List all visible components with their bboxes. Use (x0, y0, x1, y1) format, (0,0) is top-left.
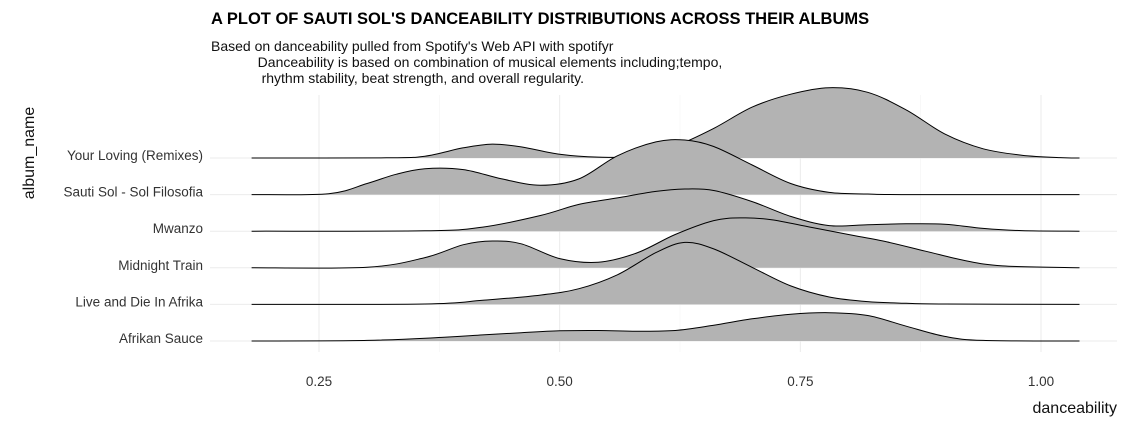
ridge-live-and-die-in-afrika (251, 241, 1080, 305)
x-tick-label: 0.75 (787, 374, 813, 389)
ridge-line-sauti-sol-sol-filosofia (251, 139, 1080, 196)
y-tick-label: Your Loving (Remixes) (67, 148, 203, 163)
y-tick-labels: Afrikan Sauce Live and Die In Afrika Midni… (63, 148, 203, 346)
x-tick-label: 0.25 (306, 374, 332, 389)
chart-title: A PLOT OF SAUTI SOL'S DANCEABILITY DISTR… (211, 10, 870, 28)
ridge-mwanzo (251, 188, 1080, 232)
ridge-area-midnight-train (251, 217, 1080, 269)
ridge-line-afrikan-sauce (251, 312, 1080, 342)
ridge-line-live-and-die-in-afrika (251, 241, 1080, 305)
ridge-line-mwanzo (251, 188, 1080, 232)
x-axis-title: danceability (1033, 400, 1118, 417)
ridge-area-afrikan-sauce (251, 312, 1080, 341)
y-tick-label: Afrikan Sauce (119, 331, 203, 346)
ridge-area-mwanzo (251, 188, 1080, 232)
y-axis-title: album_name (21, 107, 38, 200)
x-tick-labels: 0.25 0.50 0.75 1.00 (306, 374, 1054, 389)
x-tick-label: 1.00 (1028, 374, 1054, 389)
ridge-area-live-and-die-in-afrika (251, 242, 1080, 305)
x-tick-label: 0.50 (547, 374, 573, 389)
ridge-afrikan-sauce (251, 312, 1080, 342)
y-tick-label: Midnight Train (118, 258, 203, 273)
ridge-line-midnight-train (251, 217, 1080, 269)
ridge-line-your-loving-remixes (251, 87, 1080, 159)
chart-subtitle: Based on danceability pulled from Spotif… (211, 38, 722, 86)
ridge-area-your-loving-remixes (251, 87, 1080, 159)
ridge-sauti-sol-sol-filosofia (251, 139, 1080, 196)
y-tick-label: Mwanzo (153, 221, 203, 236)
ridge-midnight-train (251, 217, 1080, 269)
subtitle-line-3: rhythm stability, beat strength, and ove… (211, 70, 584, 86)
ridge-layer (251, 87, 1080, 342)
y-tick-label: Live and Die In Afrika (75, 294, 203, 309)
subtitle-line-2: Danceability is based on combination of … (211, 54, 723, 70)
y-tick-label: Sauti Sol - Sol Filosofia (63, 185, 203, 200)
subtitle-line-1: Based on danceability pulled from Spotif… (211, 38, 614, 54)
ridge-your-loving-remixes (251, 87, 1080, 159)
ridge-area-sauti-sol-sol-filosofia (251, 139, 1080, 195)
